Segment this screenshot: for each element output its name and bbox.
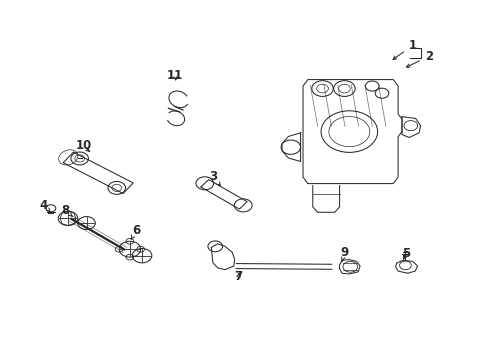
Text: 1: 1	[392, 39, 416, 59]
Text: 4: 4	[40, 199, 50, 212]
Text: 8: 8	[61, 204, 72, 217]
Text: 7: 7	[234, 270, 242, 283]
Text: 2: 2	[406, 50, 432, 67]
Text: 3: 3	[208, 170, 220, 185]
Text: 9: 9	[340, 246, 348, 262]
Text: 5: 5	[402, 247, 409, 260]
Text: 10: 10	[75, 139, 92, 152]
Text: 11: 11	[167, 69, 183, 82]
Text: 6: 6	[131, 224, 140, 239]
